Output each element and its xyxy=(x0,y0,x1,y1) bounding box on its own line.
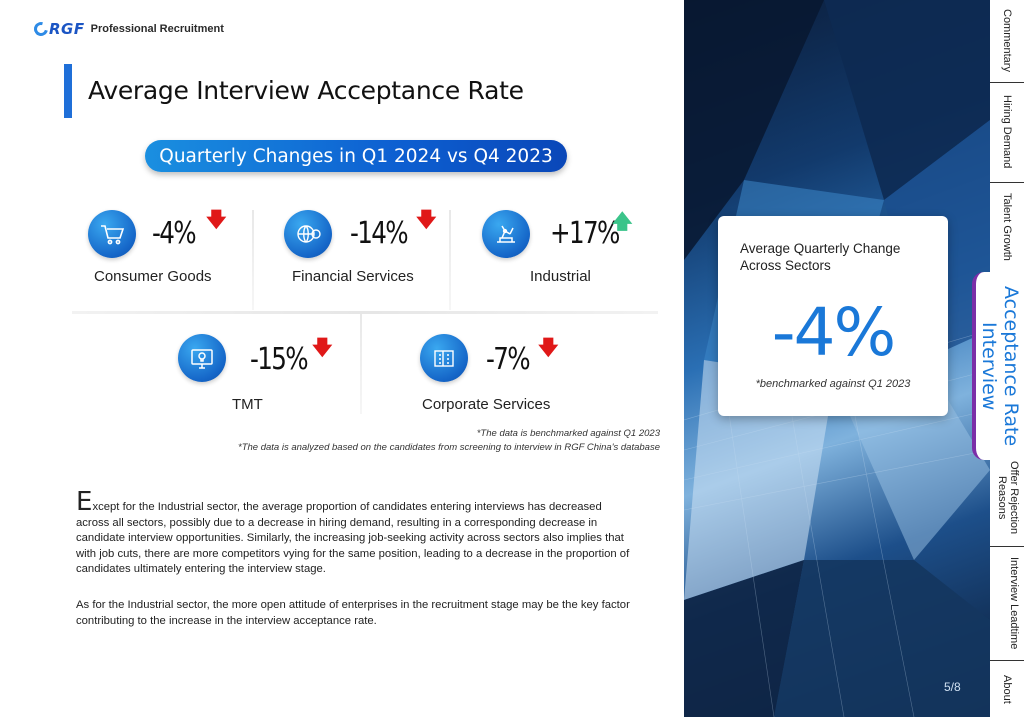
sector-financial-services: -14% 🡇 Financial Services xyxy=(284,208,444,288)
arrow-down-icon: 🡇 xyxy=(312,337,333,359)
sector-change-value: -15% xyxy=(250,342,309,377)
page-title: Average Interview Acceptance Rate xyxy=(88,76,524,105)
summary-card-footnote: *benchmarked against Q1 2023 xyxy=(755,378,911,390)
sector-change-value: +17% xyxy=(550,216,620,251)
nav-active-line2: Acceptance Rate xyxy=(1000,285,1022,447)
nav-divider xyxy=(990,660,1024,661)
nav-divider xyxy=(990,546,1024,547)
rgf-logo: RGF Professional Recruitment xyxy=(31,19,224,39)
logo-swirl-icon xyxy=(31,19,51,39)
nav-divider xyxy=(990,82,1024,83)
nav-item-about[interactable]: About xyxy=(990,662,1024,717)
sector-label: Financial Services xyxy=(292,268,414,285)
nav-active-line1: Interview xyxy=(978,321,1000,411)
logo-tagline: Professional Recruitment xyxy=(90,23,224,35)
sector-tmt: -15% 🡇 TMT xyxy=(178,332,348,416)
nav-item-offer-rejection[interactable]: Offer Rejection Reasons xyxy=(990,452,1024,544)
sector-label: Consumer Goods xyxy=(94,268,212,285)
analysis-paragraph: Except for the Industrial sector, the av… xyxy=(76,489,636,578)
title-accent-bar xyxy=(64,64,72,118)
grid-divider xyxy=(360,314,362,414)
nav-item-label: About xyxy=(1001,675,1013,704)
nav-item-commentary[interactable]: Commentary xyxy=(990,0,1024,80)
nav-item-hiring-demand[interactable]: Hiring Demand xyxy=(990,84,1024,180)
grid-divider xyxy=(72,311,658,314)
arrow-down-icon: 🡇 xyxy=(538,337,559,359)
nav-item-label: Interview Leadtime xyxy=(1008,556,1020,650)
nav-item-interview-leadtime[interactable]: Interview Leadtime xyxy=(990,548,1024,658)
sector-label: Corporate Services xyxy=(422,396,551,413)
sector-label: TMT xyxy=(232,396,263,413)
robot-arm-icon xyxy=(482,210,530,258)
sector-consumer-goods: -4% 🡇 Consumer Goods xyxy=(88,208,248,288)
sector-change-value: -4% xyxy=(152,216,197,251)
nav-item-interview-acceptance-rate[interactable]: Interview Acceptance Rate xyxy=(972,272,1024,460)
grid-divider xyxy=(252,210,254,310)
summary-card: Average Quarterly Change Across Sectors … xyxy=(718,216,948,416)
sector-industrial: +17% 🡅 Industrial xyxy=(482,208,642,288)
building-icon xyxy=(420,334,468,382)
nav-divider xyxy=(990,182,1024,183)
logo-letters: RGF xyxy=(49,20,85,38)
industrial-paragraph: As for the Industrial sector, the more o… xyxy=(76,599,630,627)
rgf-logo-mark: RGF xyxy=(31,19,85,39)
quarterly-banner: Quarterly Changes in Q1 2024 vs Q4 2023 xyxy=(145,140,567,172)
nav-item-label: Commentary xyxy=(1001,8,1013,72)
grid-divider xyxy=(449,210,451,310)
summary-card-title: Average Quarterly Change Across Sectors xyxy=(740,241,901,273)
shopping-cart-icon xyxy=(88,210,136,258)
nav-item-label: Offer Rejection Reasons xyxy=(996,461,1020,535)
sector-label: Industrial xyxy=(530,268,591,285)
sector-corporate-services: -7% 🡇 Corporate Services xyxy=(420,332,580,416)
data-source-note: *The data is analyzed based on the candi… xyxy=(238,442,660,453)
monitor-bulb-icon xyxy=(178,334,226,382)
nav-item-label: Talent Growth xyxy=(1001,193,1013,261)
sector-change-value: -7% xyxy=(486,342,531,377)
page-number: 5/8 xyxy=(944,680,961,694)
sector-change-value: -14% xyxy=(350,216,409,251)
summary-card-value: -4% xyxy=(771,294,897,371)
paragraph-text: xcept for the Industrial sector, the ave… xyxy=(76,501,630,576)
arrow-down-icon: 🡇 xyxy=(416,209,437,231)
globe-coin-icon xyxy=(284,210,332,258)
benchmark-note: *The data is benchmarked against Q1 2023 xyxy=(476,428,660,439)
arrow-up-icon: 🡅 xyxy=(612,211,633,233)
arrow-down-icon: 🡇 xyxy=(206,209,227,231)
nav-item-talent-growth[interactable]: Talent Growth xyxy=(990,184,1024,270)
nav-item-label: Hiring Demand xyxy=(1001,95,1013,169)
drop-cap: E xyxy=(76,487,93,517)
